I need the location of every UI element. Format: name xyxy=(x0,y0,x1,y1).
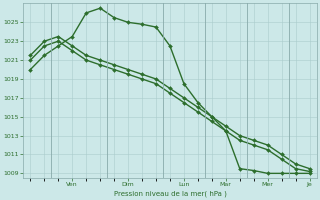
X-axis label: Pression niveau de la mer( hPa ): Pression niveau de la mer( hPa ) xyxy=(114,190,226,197)
